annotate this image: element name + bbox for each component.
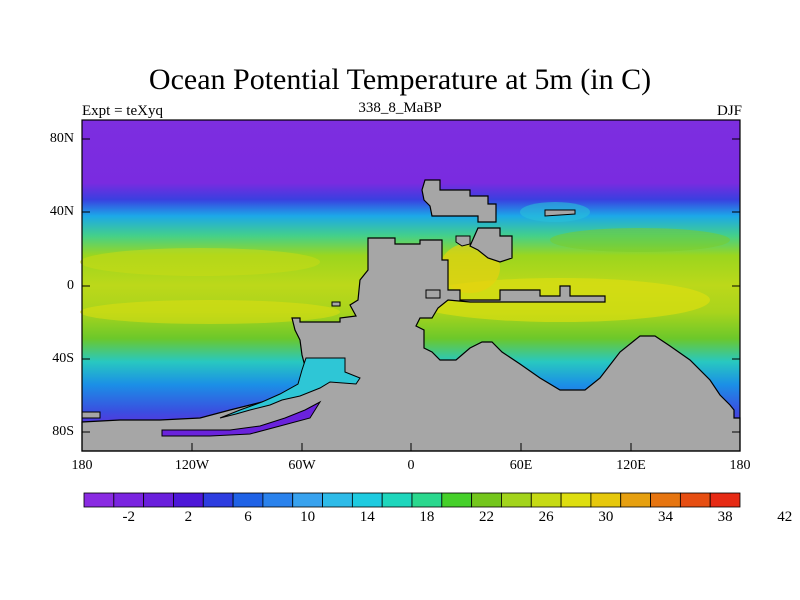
lat-label-80n: 80N	[49, 131, 74, 146]
colorbar-label: 22	[479, 509, 495, 525]
lat-label-40s: 40S	[52, 351, 74, 366]
lon-tick-marks	[191, 443, 632, 451]
colorbar-swatch	[351, 492, 383, 508]
lon-label-120e: 120E	[616, 458, 646, 473]
colorbar-label: 30	[598, 509, 614, 525]
colorbar-swatch	[232, 492, 264, 508]
polar-inlet	[161, 400, 322, 437]
lat-label-40n: 40N	[49, 204, 74, 219]
season-label: DJF	[716, 103, 742, 119]
colorbar-swatch	[679, 492, 711, 508]
colorbar-swatch	[202, 492, 234, 508]
lat-tick-marks	[82, 138, 740, 433]
colorbar-swatch	[381, 492, 413, 508]
colorbar-swatch	[441, 492, 473, 508]
map-title: Ocean Potential Temperature at 5m (in C)	[148, 63, 652, 96]
colorbar-swatch	[709, 492, 741, 508]
colorbar-swatch	[590, 492, 622, 508]
island-d	[331, 301, 341, 307]
colorbar-swatch	[292, 492, 323, 508]
colorbar-label: 34	[657, 509, 673, 525]
lon-label-60w: 60W	[288, 458, 316, 473]
continent-pangaea	[81, 237, 741, 452]
colorbar-swatch	[620, 492, 651, 508]
colorbar-label: 42	[777, 509, 793, 525]
colorbar-swatch	[560, 492, 592, 508]
island-a	[455, 235, 471, 247]
lon-label-120w: 120W	[174, 458, 210, 473]
lon-label-180e: 180	[729, 458, 751, 473]
warm-band-south	[80, 300, 340, 324]
experiment-label: Expt = teXyq	[82, 103, 163, 119]
subtropic-band	[550, 228, 730, 252]
colorbar-swatch	[262, 492, 294, 508]
warm-band-north	[80, 248, 320, 276]
colorbar-label: 10	[300, 509, 316, 525]
lon-label-0: 0	[407, 458, 415, 473]
inland-seaway	[219, 357, 361, 419]
colorbar-label: 14	[359, 509, 375, 525]
colorbar-swatch	[143, 492, 174, 508]
lat-label-eq: 0	[67, 278, 74, 293]
colorbar-swatch	[322, 492, 353, 508]
eastern-landmass	[469, 227, 513, 263]
lon-label-180w: 180	[71, 458, 93, 473]
period-label: 338_8_MaBP	[358, 100, 442, 116]
colorbar-label: 18	[419, 509, 435, 525]
colorbar-swatch	[411, 492, 443, 508]
colorbar-swatch	[83, 492, 115, 508]
colorbar-swatch	[501, 492, 532, 508]
colorbar-swatch	[650, 492, 681, 508]
colorbar-label: 6	[244, 509, 252, 525]
lat-label-80s: 80S	[52, 424, 74, 439]
colorbar-swatch	[173, 492, 204, 508]
colorbar-swatch	[530, 492, 562, 508]
colorbar-swatch	[113, 492, 145, 508]
northern-landmass	[421, 179, 497, 223]
lon-label-60e: 60E	[509, 458, 533, 473]
colorbar-label: 26	[538, 509, 554, 525]
colorbar-label: 2	[184, 509, 193, 525]
island-c	[425, 289, 441, 299]
colorbar-label: 38	[717, 509, 733, 525]
colorbar-swatch	[471, 492, 502, 508]
island-b	[544, 209, 576, 217]
colorbar-label: -2	[122, 509, 135, 525]
